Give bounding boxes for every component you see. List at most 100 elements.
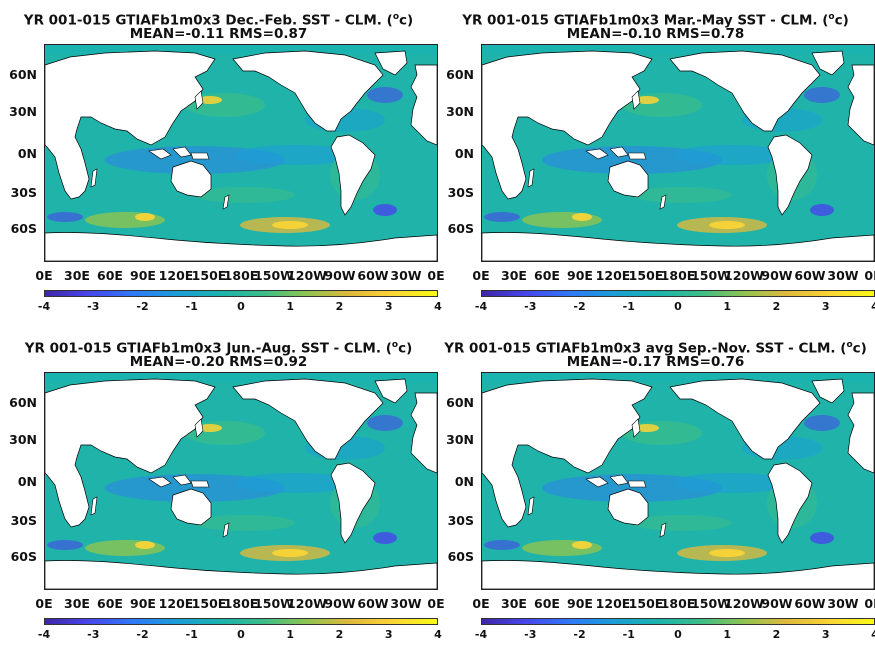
lon-label: 0E [427, 268, 445, 283]
colorbar-tick: 4 [434, 628, 442, 641]
colorbar-tick: 2 [335, 300, 344, 313]
lon-label: 30E [64, 268, 90, 283]
colorbar-tick: 0 [237, 300, 245, 313]
lon-label: 180E [223, 596, 259, 611]
colorbar-tick: 1 [723, 628, 732, 641]
colorbar-tick: 4 [871, 300, 875, 313]
lon-label: 90E [567, 596, 593, 611]
lon-label: 150E [191, 268, 227, 283]
lon-label: 60W [357, 596, 389, 611]
lon-label: 120E [595, 268, 631, 283]
lon-label: 30W [390, 268, 422, 283]
lat-label-0n: 0N [454, 146, 474, 161]
colorbar-tick: 3 [821, 628, 830, 641]
panel-stats: MEAN=-0.17 RMS=0.76 [566, 354, 745, 370]
colorbar-tick: 1 [286, 628, 295, 641]
lon-label: 180E [660, 268, 696, 283]
lat-label-60s: 60S [10, 221, 37, 236]
colorbar-tick: -2 [136, 300, 149, 313]
lon-label: 180E [660, 596, 696, 611]
colorbar-tick: -3 [524, 628, 537, 641]
lat-label-60n: 60N [446, 395, 474, 410]
lon-label: 90W [761, 596, 793, 611]
lon-label: 60W [794, 596, 826, 611]
lon-label: 90W [761, 268, 793, 283]
colorbar-tick: -3 [87, 628, 100, 641]
colorbar-tick: -1 [622, 300, 635, 313]
colorbar-tick: 0 [674, 628, 682, 641]
lat-label-30s: 30S [10, 185, 37, 200]
panel-stats: MEAN=-0.11 RMS=0.87 [129, 26, 308, 42]
sst-anomaly-map [481, 372, 875, 590]
lat-label-60n: 60N [446, 67, 474, 82]
lon-label: 120W [724, 268, 764, 283]
colorbar-tick: 2 [335, 628, 344, 641]
colorbar-ticks: -4 -3 -2 -1 0 1 2 3 4 [475, 628, 875, 642]
lat-label-0n: 0N [17, 474, 37, 489]
lon-label: 60E [534, 596, 560, 611]
colorbar-tick: -2 [573, 300, 586, 313]
colorbar-tick: -2 [136, 628, 149, 641]
lat-label-0n: 0N [17, 146, 37, 161]
lon-label: 60E [97, 268, 123, 283]
lon-label: 120W [724, 596, 764, 611]
colorbar-tick: -4 [474, 300, 488, 313]
lat-label-30n: 30N [9, 104, 37, 119]
panel-title: YR 001-015 GTIAFb1m0x3 Mar.-May SST - CL… [462, 12, 849, 29]
lon-label: 30E [501, 268, 527, 283]
sst-anomaly-map [44, 372, 438, 590]
lon-label: 30W [827, 596, 859, 611]
lon-label: 150E [628, 268, 664, 283]
panel-title: YR 001-015 GTIAFb1m0x3 Jun.-Aug. SST - C… [24, 340, 413, 357]
colorbar [44, 290, 438, 297]
lon-label: 150E [191, 596, 227, 611]
colorbar-tick: 0 [674, 300, 682, 313]
djf-panel: YR 001-015 GTIAFb1m0x3 Dec.-Feb. SST - C… [0, 0, 444, 328]
colorbar-tick: -4 [37, 300, 51, 313]
lon-label: 120E [158, 596, 194, 611]
mam-panel: YR 001-015 GTIAFb1m0x3 Mar.-May SST - CL… [437, 0, 875, 328]
colorbar [481, 618, 875, 625]
colorbar-ticks: -4 -3 -2 -1 0 1 2 3 4 [38, 628, 442, 642]
lon-label: 90W [324, 268, 356, 283]
colorbar-tick: -1 [185, 300, 198, 313]
lon-label: 90E [567, 268, 593, 283]
lat-label-60n: 60N [9, 67, 37, 82]
lon-label: 90W [324, 596, 356, 611]
colorbar-tick: 3 [384, 300, 393, 313]
lon-label: 30E [501, 596, 527, 611]
lon-label: 120E [158, 268, 194, 283]
lon-label: 60E [534, 268, 560, 283]
lat-label-30s: 30S [10, 513, 37, 528]
colorbar-tick: -1 [185, 628, 198, 641]
lon-label: 0E [472, 596, 490, 611]
colorbar-tick: 4 [434, 300, 442, 313]
panel-stats: MEAN=-0.20 RMS=0.92 [129, 354, 308, 370]
lon-label: 60W [794, 268, 826, 283]
son-panel: YR 001-015 GTIAFb1m0x3 avg Sep.-Nov. SST… [437, 328, 875, 656]
colorbar-tick: -3 [87, 300, 100, 313]
lon-label: 120W [287, 596, 327, 611]
lon-label: 90E [130, 596, 156, 611]
lat-label-30n: 30N [9, 432, 37, 447]
colorbar-tick: -4 [474, 628, 488, 641]
lat-label-60s: 60S [447, 549, 474, 564]
jja-panel: YR 001-015 GTIAFb1m0x3 Jun.-Aug. SST - C… [0, 328, 444, 656]
lat-label-30n: 30N [446, 432, 474, 447]
lon-label: 30E [64, 596, 90, 611]
colorbar-tick: 2 [772, 300, 781, 313]
colorbar-tick: -3 [524, 300, 537, 313]
colorbar-tick: 1 [286, 300, 295, 313]
lon-label: 30W [390, 596, 422, 611]
colorbar-ticks: -4 -3 -2 -1 0 1 2 3 4 [38, 300, 442, 314]
lon-label: 0E [864, 268, 875, 283]
colorbar [481, 290, 875, 297]
colorbar-ticks: -4 -3 -2 -1 0 1 2 3 4 [475, 300, 875, 314]
panel-title: YR 001-015 GTIAFb1m0x3 Dec.-Feb. SST - C… [23, 12, 414, 29]
lon-label: 150W [254, 268, 294, 283]
colorbar-tick: 1 [723, 300, 732, 313]
lon-label: 0E [864, 596, 875, 611]
colorbar-tick: 2 [772, 628, 781, 641]
lat-label-60s: 60S [10, 549, 37, 564]
colorbar-tick: -1 [622, 628, 635, 641]
